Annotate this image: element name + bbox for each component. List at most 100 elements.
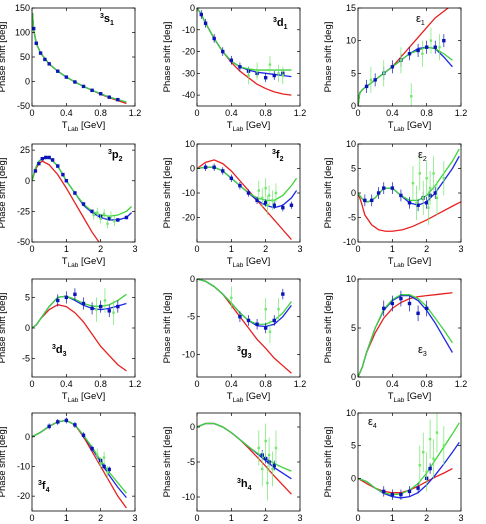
data-point — [433, 45, 437, 49]
x-tick-label: 2 — [98, 513, 103, 523]
curve-green — [197, 422, 292, 472]
data-point — [370, 198, 374, 203]
data-point — [382, 72, 385, 75]
y-tick-label: -10 — [182, 25, 195, 35]
y-axis-label: Phase shift [deg] — [323, 22, 334, 93]
data-point — [38, 51, 43, 55]
data-point — [272, 73, 276, 78]
plot-frame — [31, 7, 136, 107]
data-point — [428, 186, 432, 190]
x-tick-label: 3 — [297, 244, 302, 254]
x-tick-label: 0 — [29, 108, 34, 118]
panel-label: ε3 — [418, 344, 427, 358]
data-point — [416, 311, 420, 315]
data-point — [263, 75, 268, 80]
data-point — [266, 481, 269, 485]
data-point — [376, 191, 381, 195]
y-axis-label: Phase shift [deg] — [0, 427, 8, 498]
panel-4: 0 1 2 3 -20 -10 0 10 TLab [GeV] Phase shift [deg]… — [162, 139, 303, 269]
y-tick-label: 15 — [346, 3, 356, 13]
y-axis-label: Phase shift [deg] — [0, 158, 8, 229]
panel-label: 3d3 — [52, 344, 67, 358]
data-point — [427, 206, 430, 209]
y-tick-label: 0 — [190, 164, 195, 174]
curve-red — [32, 304, 127, 372]
data-point — [106, 471, 109, 474]
x-tick-label: 2 — [98, 244, 103, 254]
data-point — [230, 296, 233, 300]
data-point — [107, 217, 111, 221]
data-point — [435, 431, 439, 434]
data-point — [407, 489, 412, 494]
y-tick-label: 5 — [351, 68, 356, 78]
curve-red — [32, 160, 100, 242]
x-tick-label: 0.4 — [60, 108, 73, 118]
curve-blue — [32, 156, 133, 221]
x-tick-label: 0 — [355, 108, 360, 118]
data-point — [277, 307, 280, 311]
data-point — [90, 306, 94, 311]
curve-red — [358, 192, 461, 232]
data-point — [47, 424, 51, 429]
data-point — [47, 62, 51, 66]
y-tick-label: 0 — [351, 101, 356, 111]
y-tick-label: -20 — [17, 491, 30, 501]
x-tick-label: 0.8 — [420, 379, 433, 389]
x-tick-label: 0.4 — [60, 379, 73, 389]
data-point — [40, 157, 44, 161]
curve-blue — [358, 46, 453, 106]
y-tick-label: 25 — [20, 145, 30, 155]
panel-11: 01230510TLab [GeV]Phase shift [deg]ε4 — [323, 408, 464, 523]
data-point — [418, 172, 421, 175]
panel-label: ε4 — [368, 416, 377, 430]
data-point — [424, 306, 429, 311]
x-tick-label: 2 — [424, 244, 429, 254]
panel-7: 0 0.4 0.8 1.2 -10 -5 0 TLab [GeV] Phase shift [d… — [162, 274, 306, 404]
data-point — [261, 467, 264, 471]
panel-label: 3g3 — [237, 346, 252, 360]
data-point — [255, 322, 259, 326]
y-tick-label: 0 — [25, 432, 30, 442]
data-point — [33, 169, 38, 173]
curve-blue — [197, 422, 292, 480]
y-axis-label: Phase shift [deg] — [162, 293, 173, 364]
data-point — [422, 196, 425, 200]
data-point — [264, 186, 267, 190]
data-point — [73, 292, 77, 297]
x-tick-label: 1.2 — [294, 108, 307, 118]
data-point — [271, 467, 274, 471]
data-point — [442, 38, 446, 43]
panel-label: 3f2 — [272, 149, 284, 163]
x-tick-label: 0 — [194, 244, 199, 254]
data-point — [399, 193, 403, 198]
x-tick-label: 0.8 — [259, 108, 272, 118]
data-point — [390, 186, 395, 190]
data-point — [382, 306, 386, 311]
curve-red — [358, 8, 450, 106]
y-tick-label: 0 — [25, 77, 30, 87]
panel-label: ε1 — [416, 13, 425, 27]
curve-red — [32, 419, 127, 509]
data-point — [238, 65, 242, 69]
data-point — [102, 464, 106, 469]
data-point — [64, 418, 69, 423]
data-point — [432, 457, 435, 460]
y-tick-label: 10 — [346, 408, 356, 418]
data-point — [203, 21, 208, 25]
data-point — [116, 218, 120, 222]
data-point — [255, 69, 259, 73]
data-point — [411, 182, 415, 185]
data-point — [109, 215, 113, 218]
x-tick-label: 1 — [390, 244, 395, 254]
panel-2: 0 0.4 0.8 1.2 0 5 10 15 TLab [GeV] Phase shift [d… — [323, 3, 467, 133]
y-tick-label: 5 — [351, 164, 356, 174]
x-axis-label: TLab [GeV] — [388, 256, 432, 269]
x-axis-label: TLab [GeV] — [388, 391, 432, 404]
data-point — [124, 215, 129, 220]
x-tick-label: 1.2 — [129, 108, 142, 118]
data-point — [261, 196, 264, 200]
x-tick-label: 0.4 — [225, 379, 238, 389]
x-tick-label: 0 — [194, 379, 199, 389]
y-tick-label: -25 — [17, 206, 30, 216]
